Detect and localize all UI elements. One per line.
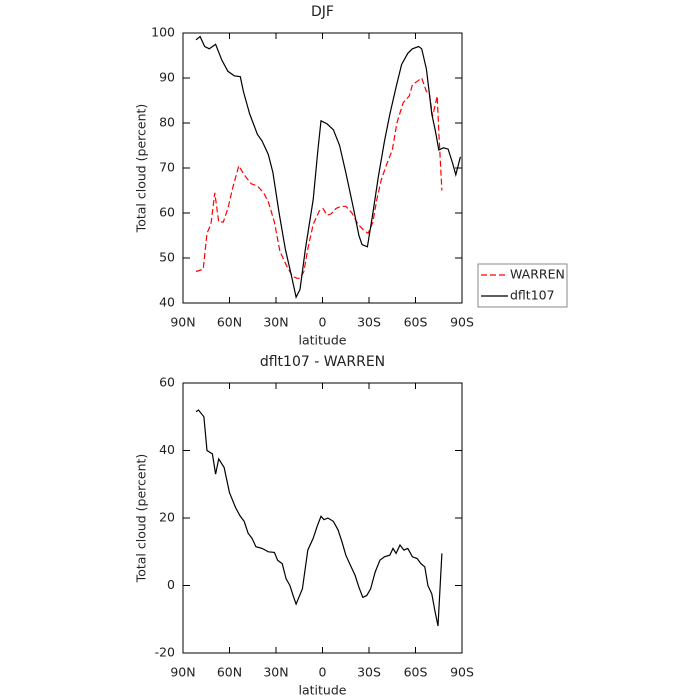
x-tick-label: 30N: [263, 665, 288, 680]
y-axis-label: Total cloud (percent): [134, 104, 149, 234]
x-tick-label: 60S: [404, 315, 428, 330]
data-line: [195, 77, 443, 279]
x-tick-label: 30N: [263, 315, 288, 330]
legend-label: WARREN: [510, 267, 565, 282]
y-tick-label: 40: [159, 442, 175, 457]
x-tick-label: 60S: [404, 665, 428, 680]
x-axis-label: latitude: [299, 333, 347, 348]
x-tick-label: 0: [319, 665, 327, 680]
x-tick-label: 0: [319, 315, 327, 330]
x-axis-label: latitude: [299, 683, 347, 698]
legend-box: [477, 263, 568, 308]
y-tick-label: 50: [159, 250, 175, 265]
legend-label: dflt107: [510, 288, 555, 303]
x-tick-label: 60N: [217, 665, 242, 680]
y-tick-label: 100: [151, 25, 175, 40]
x-tick-label: 30S: [357, 665, 381, 680]
x-tick-label: 30S: [357, 315, 381, 330]
y-tick-label: 0: [167, 577, 175, 592]
y-tick-label: 60: [159, 375, 175, 390]
data-line: [195, 409, 443, 627]
y-axis-label: Total cloud (percent): [134, 454, 149, 584]
y-tick-label: 70: [159, 160, 175, 175]
data-line: [195, 35, 461, 299]
x-tick-label: 60N: [217, 315, 242, 330]
x-tick-label: 90S: [450, 665, 474, 680]
y-tick-label: 80: [159, 115, 175, 130]
plot-frame: [182, 32, 463, 304]
chart-title: dflt107 - WARREN: [260, 354, 385, 370]
y-tick-label: 60: [159, 205, 175, 220]
y-tick-label: 20: [159, 510, 175, 525]
x-tick-label: 90N: [170, 665, 195, 680]
y-tick-label: 90: [159, 70, 175, 85]
x-tick-label: 90S: [450, 315, 474, 330]
y-tick-label: -20: [155, 645, 175, 660]
x-tick-label: 90N: [170, 315, 195, 330]
y-tick-label: 40: [159, 295, 175, 310]
chart-title: DJF: [311, 4, 334, 20]
